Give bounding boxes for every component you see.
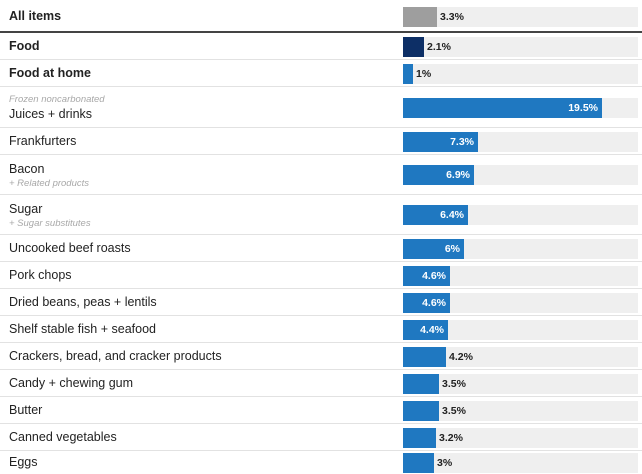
table-row: Uncooked beef roasts 6% xyxy=(0,235,642,262)
bar-track xyxy=(403,320,638,340)
table-row: Food at home 1% xyxy=(0,60,642,87)
row-label: Food at home xyxy=(9,66,91,80)
bar-track xyxy=(403,37,638,57)
table-row: Food 2.1% xyxy=(0,33,642,60)
bar xyxy=(403,239,464,259)
bar-value-label: 4.6% xyxy=(422,297,446,309)
bar-value-label: 6.4% xyxy=(440,209,464,221)
row-label: Shelf stable fish + seafood xyxy=(9,322,156,336)
bar xyxy=(403,401,439,421)
row-label: Juices + drinks xyxy=(9,107,93,121)
bar-value-label: 4.2% xyxy=(449,351,473,363)
table-row: Dried beans, peas + lentils 4.6% xyxy=(0,289,642,316)
bar-track xyxy=(403,428,638,448)
table-row: Frankfurters 7.3% xyxy=(0,128,642,155)
bar xyxy=(403,165,474,185)
table-row: Canned vegetables 3.2% xyxy=(0,424,642,451)
table-row: Frozen noncarbonated Juices + drinks 19.5% xyxy=(0,87,642,128)
table-row: Shelf stable fish + seafood 4.4% xyxy=(0,316,642,343)
bar xyxy=(403,374,439,394)
row-label: Butter xyxy=(9,403,43,417)
table-row: Butter 3.5% xyxy=(0,397,642,424)
table-row: Crackers, bread, and cracker products 4.2… xyxy=(0,343,642,370)
bar-value-label: 19.5% xyxy=(568,102,598,114)
bar-value-label: 4.6% xyxy=(422,270,446,282)
row-label: Frankfurters xyxy=(9,134,77,148)
bar-value-label: 4.4% xyxy=(420,324,444,336)
row-label: Eggs xyxy=(9,455,38,469)
bar-value-label: 3.2% xyxy=(439,432,463,444)
bar-value-label: 1% xyxy=(416,68,432,80)
row-label: Pork chops xyxy=(9,268,72,282)
bar-value-label: 3.5% xyxy=(442,405,466,417)
table-row: Candy + chewing gum 3.5% xyxy=(0,370,642,397)
row-label: Bacon xyxy=(9,162,45,176)
bar xyxy=(403,347,446,367)
bar-track xyxy=(403,401,638,421)
row-label: Sugar xyxy=(9,202,43,216)
bar-value-label: 2.1% xyxy=(427,41,451,53)
bar-value-label: 7.3% xyxy=(450,136,474,148)
row-label: All items xyxy=(9,9,62,23)
bar xyxy=(403,132,478,152)
bar-track xyxy=(403,7,638,27)
row-pre-label: Frozen noncarbonated xyxy=(9,94,105,105)
table-row: All items 3.3% xyxy=(0,0,642,33)
bar-value-label: 3.5% xyxy=(442,378,466,390)
bar xyxy=(403,64,413,84)
row-label: Dried beans, peas + lentils xyxy=(9,295,157,309)
bar-value-label: 6.9% xyxy=(446,169,470,181)
bar-track xyxy=(403,347,638,367)
bar-value-label: 3% xyxy=(437,457,453,469)
bar xyxy=(403,98,602,118)
bar-track xyxy=(403,64,638,84)
bar-track xyxy=(403,266,638,286)
bar-value-label: 3.3% xyxy=(440,11,464,23)
row-label: Crackers, bread, and cracker products xyxy=(9,349,222,363)
bar xyxy=(403,7,437,27)
row-post-label: + Sugar substitutes xyxy=(9,218,91,229)
table-row: Bacon + Related products 6.9% xyxy=(0,155,642,195)
bar xyxy=(403,205,468,225)
bar-track xyxy=(403,374,638,394)
bar xyxy=(403,320,448,340)
row-label: Uncooked beef roasts xyxy=(9,241,131,255)
bar xyxy=(403,266,450,286)
row-label: Food xyxy=(9,39,40,53)
bar-value-label: 6% xyxy=(444,243,460,255)
row-label: Candy + chewing gum xyxy=(9,376,134,390)
row-post-label: + Related products xyxy=(9,178,90,189)
bar xyxy=(403,428,436,448)
row-label: Canned vegetables xyxy=(9,430,117,444)
bar-track xyxy=(403,293,638,313)
bar xyxy=(403,293,450,313)
table-row: Eggs 3% xyxy=(0,451,642,474)
bar xyxy=(403,37,424,57)
table-row: Sugar + Sugar substitutes 6.4% xyxy=(0,195,642,235)
bar-track xyxy=(403,453,638,473)
table-row: Pork chops 4.6% xyxy=(0,262,642,289)
bar xyxy=(403,453,434,473)
